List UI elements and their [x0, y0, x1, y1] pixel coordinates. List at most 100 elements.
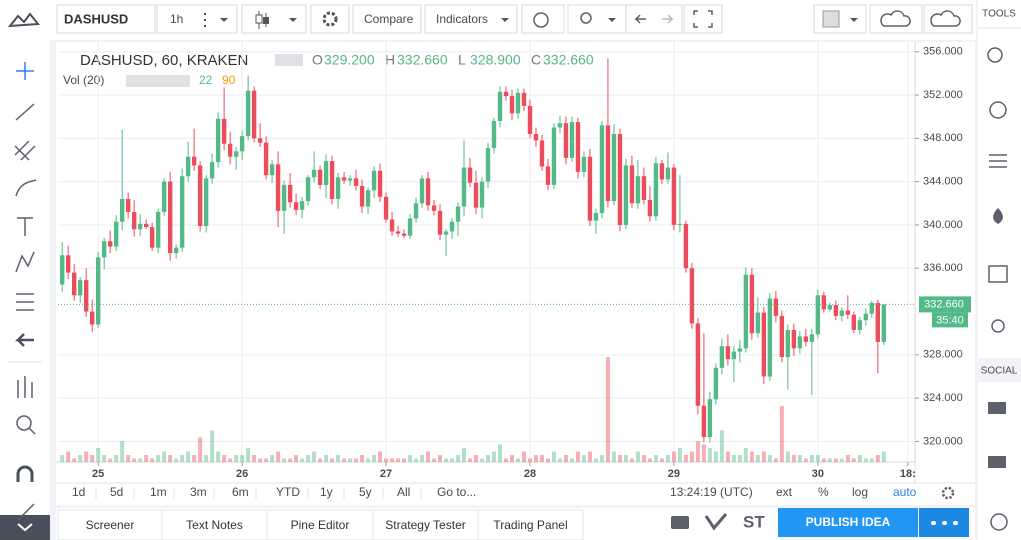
pattern-tool[interactable] — [15, 251, 35, 273]
cloud-up-icon[interactable] — [930, 10, 961, 27]
snapshot-icon[interactable] — [671, 516, 689, 529]
brush-tool[interactable] — [15, 179, 37, 197]
alert-button[interactable] — [521, 4, 565, 34]
save-button[interactable] — [923, 4, 973, 34]
fullscreen-icon[interactable] — [693, 10, 713, 28]
undo-icon[interactable] — [634, 14, 646, 24]
volume-bar — [234, 455, 239, 462]
dropdown[interactable] — [608, 18, 616, 22]
text-tool[interactable] — [17, 217, 33, 236]
option-percent[interactable]: % — [818, 485, 829, 499]
ideas-icon[interactable] — [991, 319, 1005, 333]
back-tool[interactable] — [14, 333, 34, 347]
collapse-icon[interactable] — [17, 523, 33, 532]
candle-body — [401, 233, 407, 236]
indicators-button[interactable] — [424, 4, 518, 34]
goto[interactable]: Go to... — [437, 485, 476, 499]
lock-tool[interactable] — [17, 503, 35, 521]
candle-body — [725, 346, 731, 360]
dropdown[interactable] — [220, 18, 228, 22]
share-st[interactable]: ST — [743, 512, 765, 531]
tab-label[interactable]: Text Notes — [186, 518, 243, 532]
range-button[interactable]: 1d — [72, 485, 85, 499]
tab-label[interactable]: Strategy Tester — [385, 518, 465, 532]
publish-label[interactable]: PUBLISH IDEA — [806, 515, 891, 529]
range-button[interactable]: 3m — [190, 485, 207, 499]
left-toolbar-toggle[interactable] — [0, 515, 50, 540]
logo[interactable] — [7, 12, 40, 28]
option-log[interactable]: log — [852, 485, 868, 499]
calendar-icon[interactable] — [988, 265, 1008, 283]
symbol[interactable]: DASHUSD — [64, 11, 128, 26]
range-button[interactable]: All — [397, 485, 410, 499]
option-ext[interactable]: ext — [776, 485, 793, 499]
candle-body — [731, 351, 737, 360]
publish-button[interactable] — [778, 508, 918, 537]
chart-type-box[interactable] — [241, 4, 307, 34]
alerts-icon[interactable] — [989, 101, 1007, 119]
chart-type-icon[interactable] — [255, 14, 263, 24]
magnet-tool[interactable] — [16, 465, 34, 482]
dropdown[interactable] — [289, 18, 297, 22]
twitter-icon[interactable] — [704, 513, 728, 531]
range-button[interactable]: 1y — [320, 485, 333, 499]
volume-bar — [563, 455, 568, 462]
axis-settings[interactable] — [941, 486, 955, 500]
tab-label[interactable]: Pine Editor — [291, 518, 350, 532]
load-button[interactable] — [869, 4, 923, 34]
volume-bar — [348, 458, 353, 462]
chart-type-icon[interactable] — [263, 17, 269, 24]
range-button[interactable]: 1m — [150, 485, 167, 499]
volume-bar — [791, 455, 796, 462]
cloud-down-icon[interactable] — [880, 10, 911, 27]
color-swatch[interactable] — [822, 10, 840, 28]
volume-bar — [557, 458, 562, 462]
bulb-icon[interactable] — [580, 12, 592, 24]
zoom-tool[interactable] — [16, 415, 32, 431]
volume-bar — [60, 455, 65, 462]
trendline-tool[interactable] — [15, 103, 35, 121]
volume-bar — [491, 451, 496, 462]
compare-button[interactable] — [352, 4, 422, 34]
range-button[interactable]: 5d — [110, 485, 123, 499]
settings-button[interactable] — [310, 4, 350, 34]
indicators[interactable]: Indicators — [436, 12, 488, 26]
symbol-box[interactable] — [56, 4, 156, 34]
range-button[interactable]: YTD — [276, 485, 300, 499]
legend-buttons[interactable] — [275, 54, 303, 66]
color-button[interactable] — [813, 4, 867, 34]
interval[interactable]: 1h — [170, 12, 183, 26]
tab-label[interactable]: Trading Panel — [493, 518, 567, 532]
volume-bar — [497, 444, 502, 462]
range-button[interactable]: 5y — [359, 485, 372, 499]
volume-buttons[interactable] — [126, 75, 190, 87]
pitchfork-tool[interactable] — [14, 140, 36, 161]
dropdown[interactable] — [501, 18, 509, 22]
chat-icon[interactable] — [988, 402, 1006, 414]
undo-redo[interactable] — [625, 4, 683, 34]
dropdown[interactable] — [850, 18, 858, 22]
measure-tool[interactable] — [17, 376, 33, 398]
candle-body — [635, 176, 641, 204]
fullscreen-button[interactable] — [683, 4, 723, 34]
prediction-tool[interactable] — [16, 293, 34, 311]
tab[interactable] — [57, 509, 163, 540]
redo-icon[interactable] — [662, 14, 674, 24]
volume-bar — [282, 458, 287, 462]
crosshair-tool[interactable] — [16, 62, 34, 80]
zoom-tool[interactable] — [28, 427, 36, 435]
watchlist-icon[interactable] — [987, 47, 1003, 63]
broadcast-icon[interactable] — [990, 513, 1008, 531]
tab-label[interactable]: Screener — [86, 518, 135, 532]
news-icon[interactable] — [989, 154, 1007, 168]
templates-button[interactable] — [567, 4, 627, 34]
compare[interactable]: Compare — [364, 12, 414, 26]
tab[interactable] — [477, 509, 584, 540]
hotlist-icon[interactable] — [993, 208, 1003, 224]
range-button[interactable]: 6m — [232, 485, 249, 499]
streams-icon[interactable] — [988, 456, 1006, 468]
y-tick-label: 320.000 — [923, 435, 963, 447]
settings-icon[interactable] — [322, 11, 338, 27]
alert-icon[interactable] — [533, 12, 549, 28]
option-auto[interactable]: auto — [893, 485, 917, 499]
